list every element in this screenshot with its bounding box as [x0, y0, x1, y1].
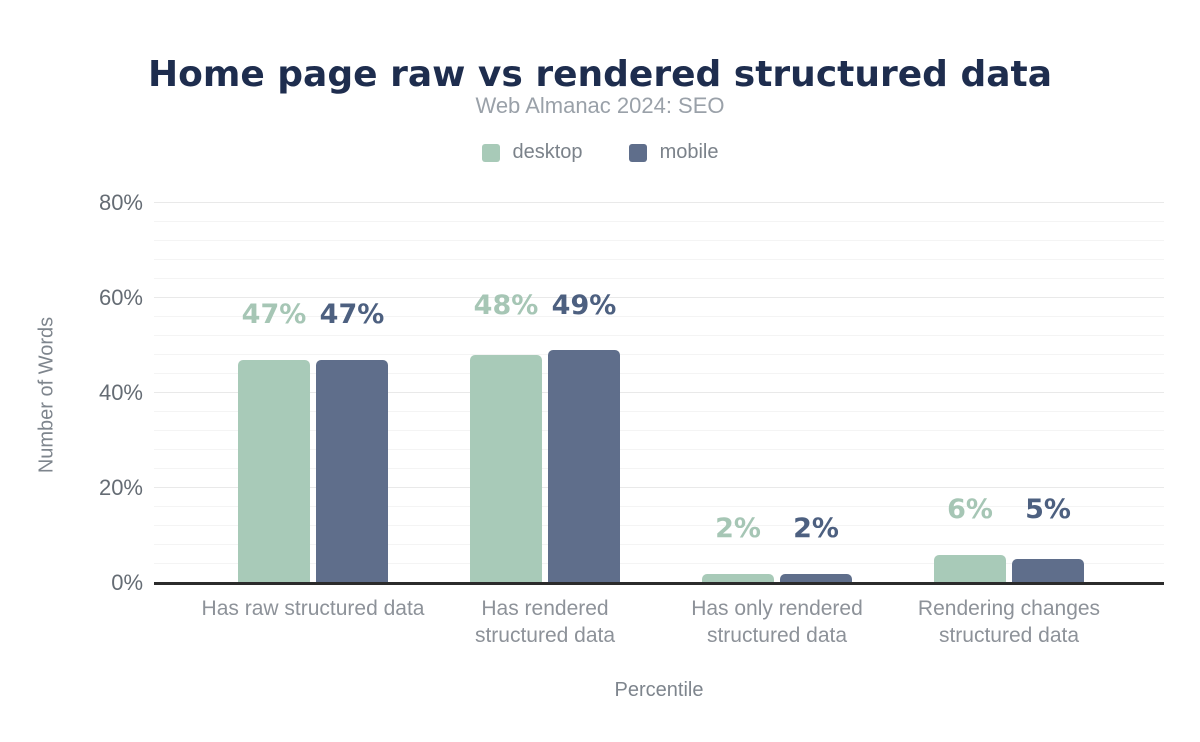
major-gridline: [154, 487, 1164, 488]
bar-mobile: [548, 350, 620, 583]
value-label-desktop: 47%: [241, 299, 307, 331]
chart-subtitle: Web Almanac 2024: SEO: [475, 93, 725, 118]
plot-area: 47% 47% 48% 49% 2% 2% 6% 5%: [154, 202, 1164, 585]
bar-mobile: [316, 359, 388, 583]
y-tick-label: 80%: [98, 190, 143, 215]
major-gridline: [154, 392, 1164, 393]
minor-gridline: [154, 335, 1164, 336]
minor-gridline: [154, 563, 1164, 564]
major-gridline: [154, 297, 1164, 298]
x-axis-category-labels: Has raw structured data Has rendered stru…: [0, 595, 1200, 655]
value-label-desktop: 2%: [715, 512, 761, 544]
legend-item-mobile: mobile: [628, 141, 719, 164]
minor-gridline: [154, 354, 1164, 355]
minor-gridline: [154, 430, 1164, 431]
category-label: Rendering changes structured data: [917, 597, 1101, 647]
minor-gridline: [154, 544, 1164, 545]
bar-desktop: [470, 355, 542, 583]
value-label-mobile: 49%: [551, 289, 617, 321]
category-label: Has only rendered structured data: [691, 597, 863, 647]
value-label-desktop: 48%: [473, 289, 539, 321]
y-tick-label: 60%: [98, 285, 143, 310]
legend-item-desktop: desktop: [481, 141, 583, 164]
minor-gridline: [154, 449, 1164, 450]
minor-gridline: [154, 278, 1164, 279]
minor-gridline: [154, 221, 1164, 222]
minor-gridline: [154, 259, 1164, 260]
minor-gridline: [154, 411, 1164, 412]
minor-gridline: [154, 240, 1164, 241]
bar-desktop: [238, 359, 310, 583]
bar-mobile: [1012, 559, 1084, 583]
y-tick-label: 40%: [98, 380, 143, 405]
y-tick-label: 0%: [111, 570, 143, 595]
desktop-swatch-icon: [481, 143, 500, 162]
legend-label: mobile: [659, 141, 719, 163]
x-axis-line: [154, 582, 1164, 585]
y-axis-tick-labels: 0% 20% 40% 60% 80%: [0, 0, 150, 742]
chart-title: Home page raw vs rendered structured dat…: [147, 54, 1053, 96]
minor-gridline: [154, 506, 1164, 507]
minor-gridline: [154, 525, 1164, 526]
category-label: Has rendered structured data: [474, 597, 616, 647]
category-label: Has raw structured data: [201, 597, 425, 620]
value-label-mobile: 47%: [319, 299, 385, 331]
value-label-mobile: 5%: [1025, 493, 1071, 525]
legend-label: desktop: [512, 141, 583, 163]
minor-gridline: [154, 373, 1164, 374]
value-label-desktop: 6%: [947, 493, 993, 525]
mobile-swatch-icon: [628, 143, 647, 162]
bar-mobile: [780, 573, 852, 583]
y-tick-label: 20%: [98, 475, 143, 500]
minor-gridline: [154, 468, 1164, 469]
x-axis-title: Percentile: [614, 679, 704, 701]
value-label-mobile: 2%: [793, 512, 839, 544]
minor-gridline: [154, 316, 1164, 317]
major-gridline: [154, 202, 1164, 203]
bar-desktop: [934, 554, 1006, 583]
legend: desktop mobile: [0, 141, 1200, 164]
bar-desktop: [702, 573, 774, 583]
